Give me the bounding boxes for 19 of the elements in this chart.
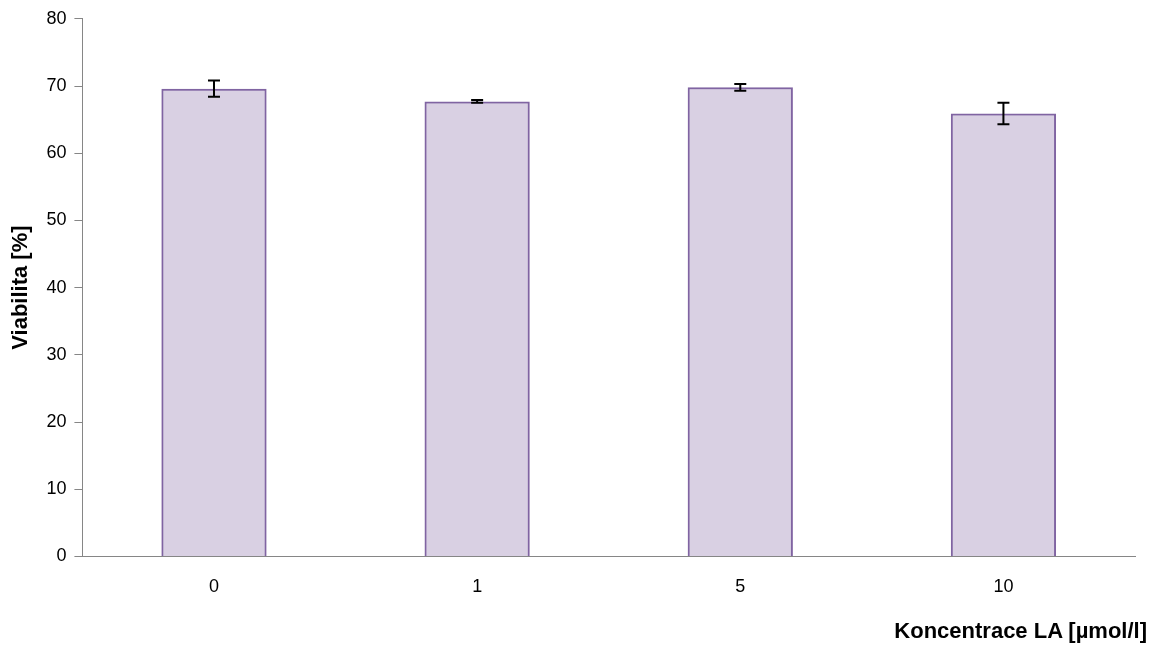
- y-tick-label: 70: [46, 74, 67, 95]
- bar: [950, 113, 1057, 556]
- x-tick-label: 0: [208, 576, 219, 597]
- y-tick-label: 40: [46, 276, 67, 297]
- x-tick-label: 10: [993, 576, 1014, 597]
- bar: [687, 87, 793, 556]
- x-tick-label: 1: [472, 576, 483, 597]
- y-tick-label: 60: [46, 142, 67, 163]
- y-tick-label: 80: [46, 7, 67, 28]
- y-tick-label: 20: [46, 410, 67, 431]
- y-tick-label: 0: [56, 545, 67, 566]
- bar: [161, 88, 267, 556]
- x-tick-label: 5: [735, 576, 746, 597]
- x-axis-title: Koncentrace LA [µmol/l]: [894, 618, 1147, 644]
- bar: [424, 101, 530, 556]
- y-axis-title: Viabilita [%]: [7, 225, 33, 350]
- y-tick-label: 10: [46, 478, 67, 499]
- y-tick-label: 50: [46, 209, 67, 230]
- y-tick-label: 30: [46, 343, 67, 364]
